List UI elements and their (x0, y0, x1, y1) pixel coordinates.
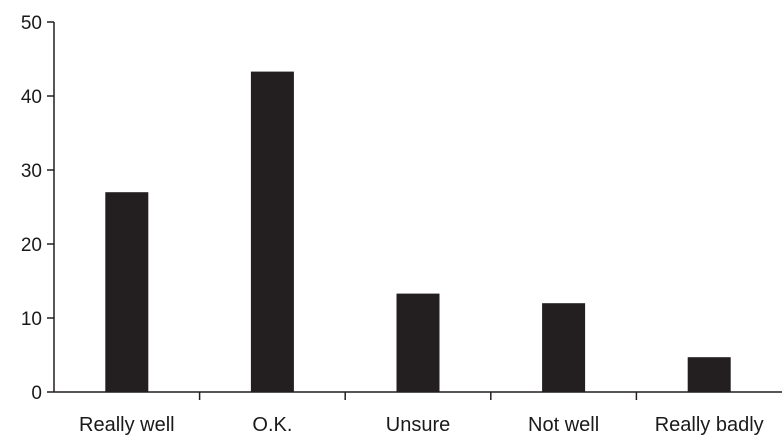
x-label-really-well: Really well (79, 414, 175, 435)
bar-o-k (250, 71, 294, 392)
y-tick-label-10: 10 (21, 309, 42, 330)
y-tick-label-0: 0 (31, 383, 42, 404)
y-tick-label-40: 40 (21, 87, 42, 108)
x-label-not-well: Not well (528, 414, 599, 435)
bars-layer (105, 71, 731, 392)
y-tick-label-50: 50 (21, 13, 42, 34)
y-tick-label-30: 30 (21, 161, 42, 182)
x-label-unsure: Unsure (386, 414, 450, 435)
bar-not-well (542, 303, 586, 392)
bar-unsure (396, 293, 440, 392)
labels-layer: 0 10 20 30 40 50 Really well O.K. Unsure Not well… (21, 13, 764, 435)
axes-layer (47, 21, 782, 400)
x-label-really-badly: Really badly (655, 414, 764, 435)
y-tick-label-20: 20 (21, 235, 42, 256)
bar-really-badly (687, 357, 731, 392)
x-label-o-k: O.K. (252, 414, 292, 435)
bar-really-well (105, 192, 149, 392)
